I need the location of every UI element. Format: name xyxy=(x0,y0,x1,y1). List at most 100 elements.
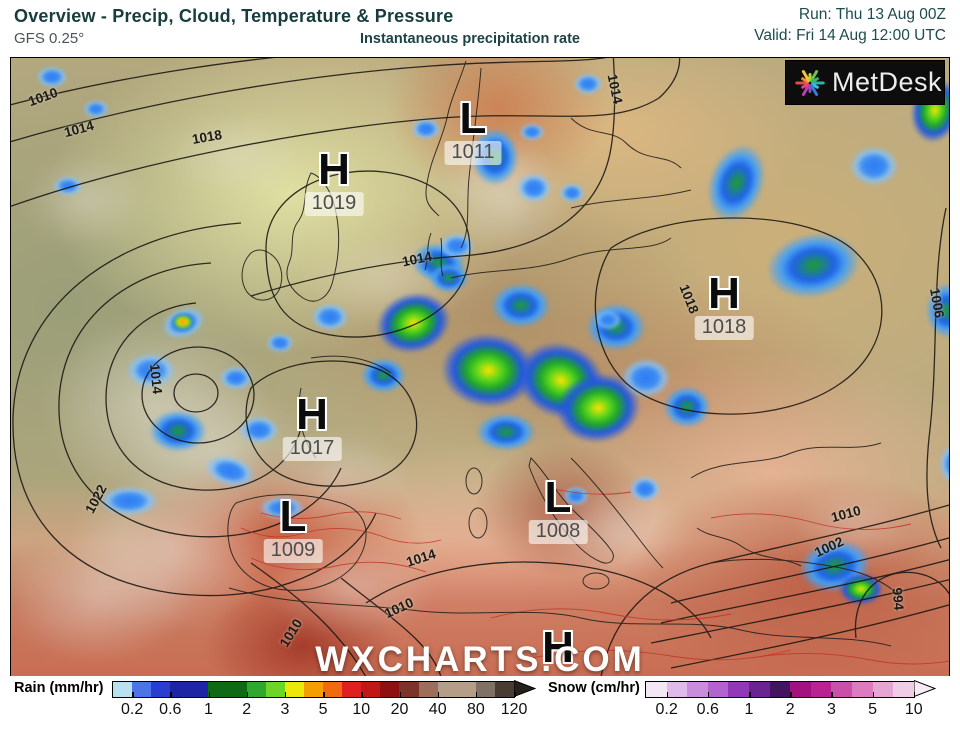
legend-tick xyxy=(208,692,210,697)
legend-tick xyxy=(323,692,325,697)
legend-tick-label: 0.6 xyxy=(159,701,182,718)
legend-tick-label: 5 xyxy=(318,701,328,718)
pressure-letter: H xyxy=(708,269,740,318)
legend-segment xyxy=(872,682,894,697)
legend-segment xyxy=(666,682,688,697)
legend-tick xyxy=(749,692,751,697)
precip-cell xyxy=(629,476,661,502)
legend-bar: Rain (mm/hr) Snow (cm/hr) 0.2 0.6 1 2 3 5 10 20… xyxy=(0,676,960,736)
precip-cell xyxy=(663,386,711,428)
precip-cell xyxy=(219,366,253,390)
legend-segment xyxy=(265,682,285,697)
pressure-value: 1011 xyxy=(444,141,502,165)
pressure-value: 1019 xyxy=(304,192,364,216)
legend-tick-label: 5 xyxy=(868,701,878,718)
legend-tick xyxy=(666,692,669,697)
legend-segment xyxy=(227,682,247,697)
pressure-center-l: L 1011 xyxy=(444,94,502,165)
precip-cell xyxy=(516,173,552,203)
precip-cell xyxy=(311,303,349,331)
precip-cell xyxy=(149,410,207,452)
legend-tick xyxy=(707,692,710,697)
legend-tick xyxy=(284,692,287,697)
cloud-patch xyxy=(11,533,191,663)
legend-segment xyxy=(456,682,476,697)
pressure-value: 1009 xyxy=(263,539,323,563)
legend-segment xyxy=(810,682,832,697)
legend-segment xyxy=(208,682,228,697)
precip-cell xyxy=(266,333,294,353)
legend-tick-label: 0.2 xyxy=(655,701,678,718)
legend-tick-label: 0.6 xyxy=(696,701,719,718)
legend-segment xyxy=(189,682,209,697)
pressure-letter: H xyxy=(318,145,350,194)
cloud-patch xyxy=(161,113,311,198)
precip-cell xyxy=(491,283,551,328)
isobar-contours xyxy=(11,58,949,677)
precip-cell xyxy=(476,413,536,451)
legend-tick-label: 1 xyxy=(204,701,213,718)
legend-segment xyxy=(893,682,914,697)
pressure-value: 1018 xyxy=(694,316,754,340)
metdesk-logo: MetDesk xyxy=(786,61,944,104)
legend-tick-label: 20 xyxy=(390,701,409,718)
legend-tick xyxy=(437,692,440,697)
precip-cell xyxy=(621,358,671,398)
pressure-value: 1017 xyxy=(282,437,342,461)
legend-segment xyxy=(831,682,852,697)
legend-segment xyxy=(170,682,190,697)
snow-legend-arrow xyxy=(913,680,936,697)
precip-cell xyxy=(83,100,109,118)
snow-legend-label: Snow (cm/hr) xyxy=(548,680,640,696)
legend-tick-label: 2 xyxy=(242,701,252,718)
legend-segment xyxy=(361,682,381,697)
legend-segment xyxy=(769,682,791,697)
legend-segment xyxy=(284,682,304,697)
legend-tick xyxy=(872,692,875,697)
legend-tick xyxy=(913,692,916,697)
pressure-letter: L xyxy=(459,94,487,143)
legend-tick-label: 10 xyxy=(904,701,923,718)
pressure-center-l: L 1009 xyxy=(263,495,323,563)
layer-subtitle: Instantaneous precipitation rate xyxy=(360,31,580,47)
precip-cell xyxy=(361,358,406,393)
legend-tick xyxy=(132,692,134,697)
isobar-value-label: 1014 xyxy=(146,363,166,395)
legend-tick-label: 2 xyxy=(785,701,795,718)
precip-cell xyxy=(36,66,68,88)
legend-segment xyxy=(132,682,152,697)
rain-colorbar xyxy=(112,681,516,698)
weather-map: WXCHARTS.COM MetDesk 1010 1014 1018 1014 101… xyxy=(10,57,950,678)
precip-cell xyxy=(99,486,159,516)
precip-cell xyxy=(573,73,603,95)
valid-time-label: Valid: Fri 14 Aug 12:00 UTC xyxy=(754,27,946,44)
isobar-value-label: 994 xyxy=(889,587,907,611)
legend-tick xyxy=(246,692,249,697)
legend-tick-label: 10 xyxy=(352,701,371,718)
precip-cell xyxy=(171,313,195,331)
legend-tick-label: 1 xyxy=(744,701,754,718)
pressure-letter: H xyxy=(296,390,328,439)
legend-segment xyxy=(687,682,708,697)
precip-cell xyxy=(53,176,83,196)
legend-tick xyxy=(361,692,363,697)
legend-tick-label: 0.2 xyxy=(120,701,144,718)
precip-cell xyxy=(559,183,585,203)
legend-tick xyxy=(790,692,792,697)
pressure-letter: H xyxy=(542,623,574,672)
precip-cell xyxy=(429,263,469,293)
run-time-label: Run: Thu 13 Aug 00Z xyxy=(798,6,946,23)
legend-segment xyxy=(851,682,873,697)
page-title: Overview - Precip, Cloud, Temperature & … xyxy=(14,6,454,26)
legend-segment xyxy=(303,682,324,697)
legend-segment xyxy=(380,682,400,697)
metdesk-logo-text: MetDesk xyxy=(832,67,943,97)
precip-cell xyxy=(939,443,949,485)
legend-segment xyxy=(646,682,667,697)
legend-tick-label: 40 xyxy=(428,701,447,718)
legend-tick xyxy=(514,692,516,697)
metdesk-pinwheel-icon xyxy=(795,69,825,96)
legend-tick-label: 3 xyxy=(826,701,836,718)
legend-segment xyxy=(151,682,171,697)
